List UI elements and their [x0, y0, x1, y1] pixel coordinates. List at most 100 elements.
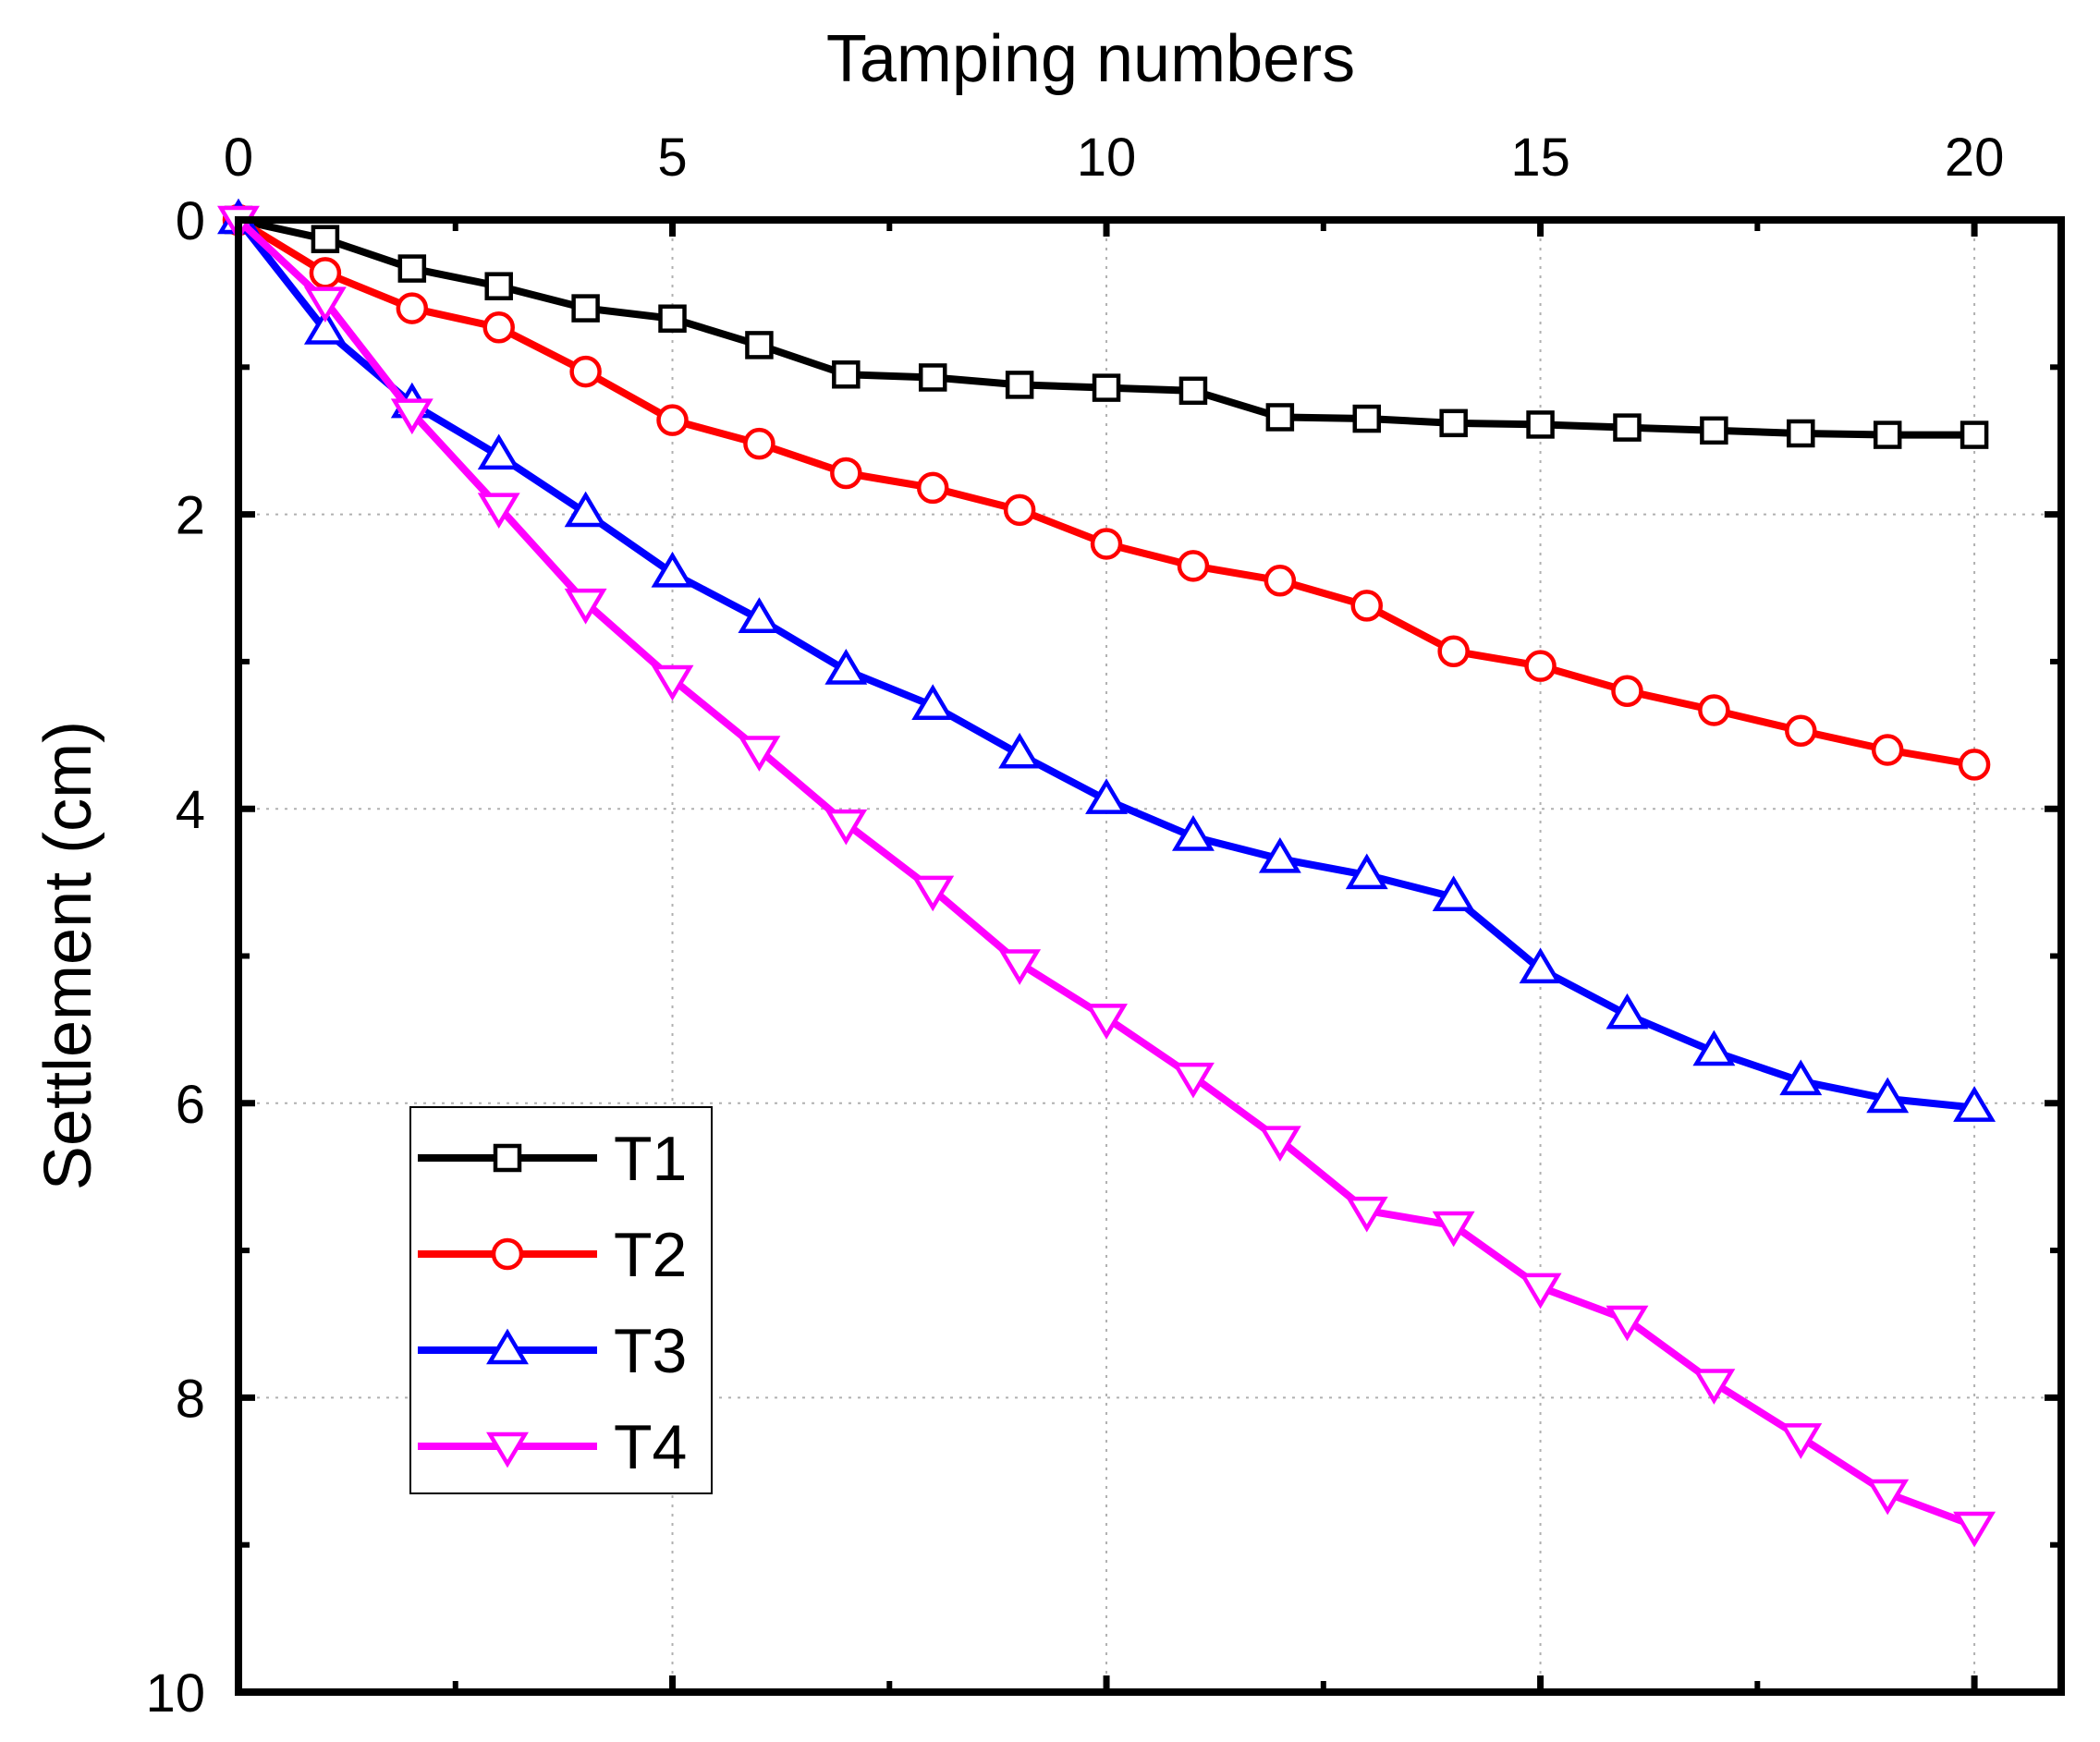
series-t3-point [1866, 1077, 1910, 1114]
x-tick-label: 20 [1945, 128, 2005, 188]
series-t2-point [1785, 714, 1817, 748]
legend-label-t4: T4 [614, 1412, 687, 1482]
series-t2-point [569, 355, 602, 388]
series-t1-point [1092, 373, 1121, 402]
series-t4-point [1866, 1479, 1910, 1516]
series-t1-point [1613, 413, 1642, 442]
series-t3-point [1692, 1029, 1736, 1066]
series-t1-point [1787, 419, 1815, 448]
series-t1-point [1439, 408, 1468, 438]
series-t4-point [1606, 1305, 1649, 1342]
series-t4-point [303, 286, 347, 323]
series-t2-point [482, 311, 515, 344]
series-t3-point [651, 551, 694, 588]
series-t2-point [1264, 565, 1297, 597]
series-t1-point [745, 331, 774, 359]
y-tick-label: 4 [176, 780, 205, 840]
legend-marker-t1 [493, 1143, 522, 1173]
series-t1-point [397, 254, 427, 283]
series-t2-point [1090, 528, 1123, 560]
series-t3-point [564, 491, 607, 528]
series-t4-point [824, 809, 868, 846]
series-t3-point [911, 684, 955, 720]
series-t2-point [916, 471, 949, 505]
series-t3-point [1085, 778, 1129, 814]
series-t2-point [1350, 590, 1384, 622]
series-t4-point [1258, 1126, 1301, 1163]
series-t4-point [564, 588, 607, 625]
series-t1-point [832, 360, 861, 389]
legend-marker-t4 [486, 1431, 529, 1468]
series-t1-point [1352, 404, 1382, 433]
legend-entry-t2: T2 [418, 1220, 687, 1290]
series-t3-point [303, 309, 347, 345]
series-t4-point [1345, 1196, 1388, 1233]
series-t2-point [1003, 493, 1036, 527]
x-axis-title: Tamping numbers [826, 22, 1355, 96]
legend-label-t1: T1 [614, 1124, 687, 1194]
x-tick-label: 15 [1510, 128, 1570, 188]
y-tick-label: 8 [176, 1369, 205, 1429]
series-t4-point [1171, 1062, 1215, 1099]
series-t4-point [1692, 1369, 1736, 1405]
legend-label-t3: T3 [614, 1316, 687, 1386]
series-t3-point [1779, 1059, 1823, 1096]
series-t4-point [1519, 1273, 1562, 1310]
series-t2-point [743, 427, 775, 460]
series-t4-point [1085, 1004, 1129, 1040]
series-t4-point [651, 664, 694, 701]
series-t3-point [738, 597, 781, 633]
legend-marker-t3 [486, 1328, 529, 1365]
series-t2-point [1177, 550, 1210, 582]
series-t2-point [830, 457, 862, 490]
legend-marker-t2 [491, 1237, 524, 1271]
series-layer [217, 198, 1996, 1548]
legend-label-t2: T2 [614, 1220, 687, 1290]
series-t1-point [658, 304, 687, 333]
series-t1-point [311, 225, 340, 253]
series-t3-point [824, 649, 868, 685]
series-t1-point [918, 363, 947, 392]
y-axis-title: Settlement (cm) [31, 721, 105, 1190]
series-t4-point [998, 949, 1042, 985]
x-tick-label: 10 [1077, 128, 1137, 188]
series-t4-point [738, 736, 781, 772]
series-t2-point [309, 257, 342, 289]
series-t3-point [477, 433, 520, 470]
series-t4-point [390, 398, 433, 435]
series-t3-point [1606, 993, 1649, 1029]
series-t1-point [1960, 420, 1989, 449]
series-t2-point [396, 292, 429, 324]
series-t1-point [1265, 403, 1295, 432]
series-t2-point [1698, 694, 1730, 726]
series-t4-point [1779, 1423, 1823, 1459]
series-t4-point [911, 875, 955, 912]
series-t2-point [1524, 650, 1557, 682]
series-t3-point [998, 732, 1042, 769]
series-t1-point [484, 272, 513, 300]
series-t3-point [1345, 853, 1388, 890]
series-t2-point [656, 404, 689, 436]
series-t4-point [1953, 1511, 1996, 1548]
legend: T1 T2 T3 T4 [409, 1106, 713, 1494]
y-tick-label: 2 [176, 486, 205, 546]
series-t1-point [1526, 410, 1555, 439]
series-t2-point [1958, 749, 1991, 781]
x-tick-label: 5 [657, 128, 687, 188]
series-t1-point [1700, 416, 1728, 445]
series-t1 [224, 205, 1989, 449]
series-t1-point [571, 294, 600, 323]
y-tick-label: 0 [176, 191, 205, 251]
series-t3-point [1953, 1086, 1996, 1122]
legend-box [409, 1106, 713, 1494]
axis-ticks: 0 5 10 15 20 0 2 4 6 8 10 [145, 128, 2061, 1724]
series-t2-point [1437, 635, 1470, 667]
series-t1-point [1178, 376, 1208, 406]
series-t1-point [1873, 420, 1902, 449]
series-t4-point [477, 493, 520, 530]
series-t3-point [1258, 836, 1301, 873]
series-t3-point [1519, 947, 1562, 984]
legend-entry-t4: T4 [418, 1412, 687, 1482]
series-t1-point [1005, 371, 1034, 399]
